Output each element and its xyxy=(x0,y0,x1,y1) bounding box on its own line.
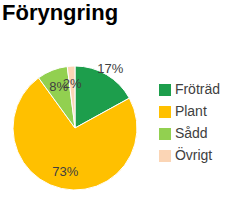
svg-text:17%: 17% xyxy=(97,61,123,76)
svg-text:73%: 73% xyxy=(52,164,78,179)
html-text:Plant: Plant xyxy=(174,103,207,119)
html-text:Fröträd: Fröträd xyxy=(174,81,220,97)
html-text:Övrigt: Övrigt xyxy=(174,147,213,163)
svg-text:2%: 2% xyxy=(63,76,82,91)
svg-text:8%: 8% xyxy=(49,79,68,94)
html-text:Sådd: Sådd xyxy=(174,125,208,141)
html-text:Föryngring: Föryngring xyxy=(2,0,119,25)
